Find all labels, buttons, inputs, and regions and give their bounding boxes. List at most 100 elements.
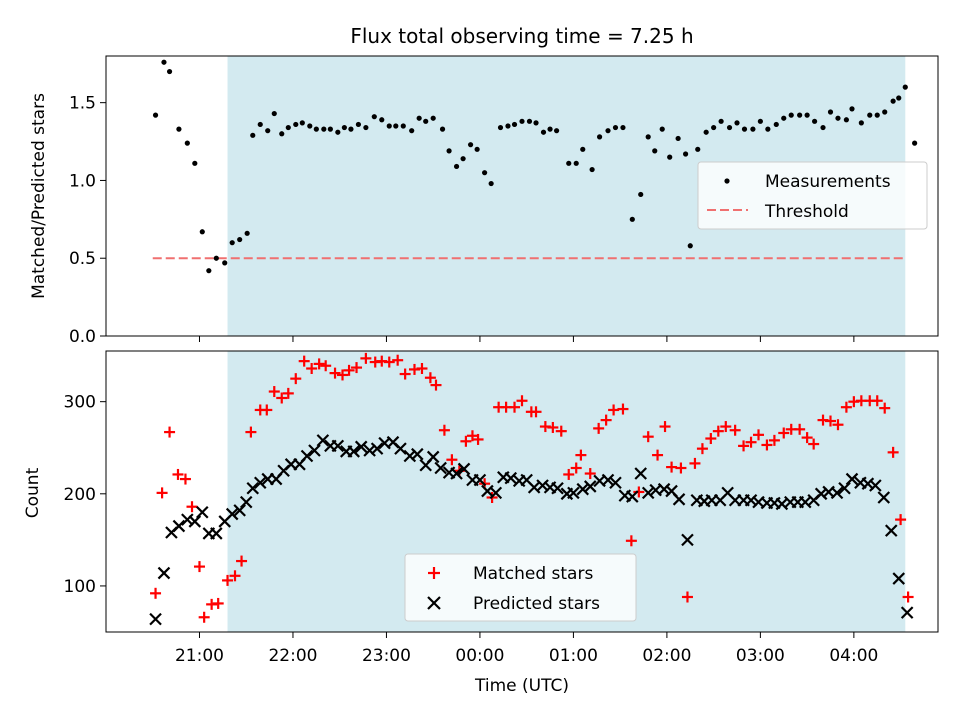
matched-star-point-36 <box>424 372 436 384</box>
measurement-point-81 <box>757 118 763 124</box>
matched-star-point-32 <box>392 354 404 366</box>
predicted-star-point-92 <box>869 479 882 492</box>
matched-star-point-53 <box>547 421 559 433</box>
matched-star-point-96 <box>887 446 899 458</box>
measurement-point-78 <box>734 120 740 126</box>
measurement-point-84 <box>781 115 787 121</box>
measurement-point-92 <box>843 117 849 123</box>
matched-star-point-82 <box>778 427 790 439</box>
predicted-star-point-42 <box>473 473 487 487</box>
measurement-point-54 <box>547 126 553 132</box>
measurement-point-51 <box>526 118 533 124</box>
matched-star-point-35 <box>416 363 428 375</box>
measurement-point-47 <box>497 124 504 131</box>
count-y-tick-label-1: 200 <box>64 485 96 505</box>
x-tick-label-4: 01:00 <box>549 646 598 666</box>
predicted-star-point-62 <box>634 467 648 480</box>
measurement-point-38 <box>430 115 436 121</box>
measurement-point-63 <box>620 124 626 131</box>
matched-star-point-55 <box>563 468 575 480</box>
ratio-y-tick-label-1: 0.5 <box>69 249 96 269</box>
count-y-tick-label-0: 100 <box>64 577 96 597</box>
matched-star-point-27 <box>351 362 363 374</box>
matched-star-point-39 <box>446 454 458 466</box>
predicted-star-point-95 <box>892 572 906 585</box>
predicted-star-point-55 <box>576 482 590 496</box>
legend-matched-marker <box>428 567 440 579</box>
matched-star-point-26 <box>343 364 355 376</box>
measurement-point-11 <box>237 236 243 243</box>
x-tick-label-0: 21:00 <box>175 646 224 666</box>
predicted-star-point-5 <box>188 515 202 528</box>
matched-star-point-69 <box>675 462 687 474</box>
predicted-star-point-22 <box>316 434 330 447</box>
predicted-star-point-6 <box>196 505 209 519</box>
measurement-point-30 <box>371 114 377 120</box>
measurement-point-94 <box>858 120 864 126</box>
matched-star-point-51 <box>530 406 542 418</box>
measurement-point-70 <box>675 135 681 142</box>
measurement-point-19 <box>293 121 299 128</box>
measurement-point-86 <box>797 112 803 118</box>
x-tick-label-3: 00:00 <box>455 646 504 666</box>
predicted-star-point-63 <box>641 486 655 500</box>
matched-star-point-13 <box>245 426 257 438</box>
measurement-point-45 <box>482 170 488 176</box>
legend-predicted-marker <box>427 596 441 610</box>
measurement-point-50 <box>519 118 525 124</box>
measurement-point-89 <box>820 124 826 131</box>
predicted-star-point-91 <box>861 477 875 490</box>
ratio-legend: Measurements Threshold <box>697 161 928 230</box>
matched-star-point-72 <box>696 443 708 455</box>
matched-star-point-12 <box>236 555 248 567</box>
predicted-star-point-37 <box>434 461 447 475</box>
predicted-star-point-3 <box>172 519 186 533</box>
ratio-y-tick-label-0: 0.0 <box>69 327 96 347</box>
measurement-point-62 <box>612 124 619 131</box>
predicted-star-point-40 <box>457 462 471 476</box>
predicted-star-point-24 <box>331 439 345 453</box>
predicted-star-point-85 <box>814 487 828 501</box>
legend-threshold-label: Threshold <box>764 202 849 222</box>
matched-star-point-70 <box>681 591 693 603</box>
measurement-point-79 <box>741 126 748 132</box>
count-legend-box <box>404 553 637 622</box>
predicted-star-point-33 <box>403 449 417 463</box>
ratio-axes-frame <box>105 55 939 337</box>
measurement-point-33 <box>393 123 399 129</box>
predicted-star-point-36 <box>426 450 440 464</box>
measurement-point-39 <box>439 126 446 132</box>
matched-star-point-81 <box>768 434 780 446</box>
matched-star-point-71 <box>689 457 701 469</box>
measurement-point-5 <box>192 160 198 166</box>
measurement-point-91 <box>835 115 841 121</box>
measurement-point-7 <box>206 268 212 274</box>
matched-star-point-5 <box>186 501 198 513</box>
count-legend: Matched stars Predicted stars <box>404 553 637 622</box>
matched-star-point-59 <box>593 422 605 434</box>
measurement-point-101 <box>912 140 918 146</box>
predicted-star-point-13 <box>246 481 260 495</box>
predicted-star-point-44 <box>489 486 503 500</box>
matched-star-point-84 <box>794 423 806 435</box>
predicted-star-point-58 <box>601 473 615 487</box>
measurement-point-6 <box>199 229 205 235</box>
matched-star-point-20 <box>298 355 310 367</box>
matched-star-point-23 <box>320 360 332 372</box>
matched-star-point-49 <box>516 395 528 407</box>
measurement-point-41 <box>453 163 460 170</box>
measurement-point-61 <box>605 128 611 134</box>
measurement-point-97 <box>882 109 888 115</box>
matched-star-point-37 <box>430 379 442 391</box>
measurement-point-65 <box>638 191 644 198</box>
matched-star-point-63 <box>625 535 637 547</box>
predicted-star-point-76 <box>744 493 758 507</box>
matched-star-point-18 <box>282 387 294 399</box>
measurement-point-96 <box>874 112 880 118</box>
matched-star-point-4 <box>179 473 191 485</box>
predicted-star-point-94 <box>884 524 898 537</box>
predicted-star-point-4 <box>181 513 194 526</box>
matched-star-point-24 <box>329 367 341 379</box>
predicted-star-point-12 <box>239 495 253 509</box>
matched-star-point-21 <box>306 363 318 375</box>
